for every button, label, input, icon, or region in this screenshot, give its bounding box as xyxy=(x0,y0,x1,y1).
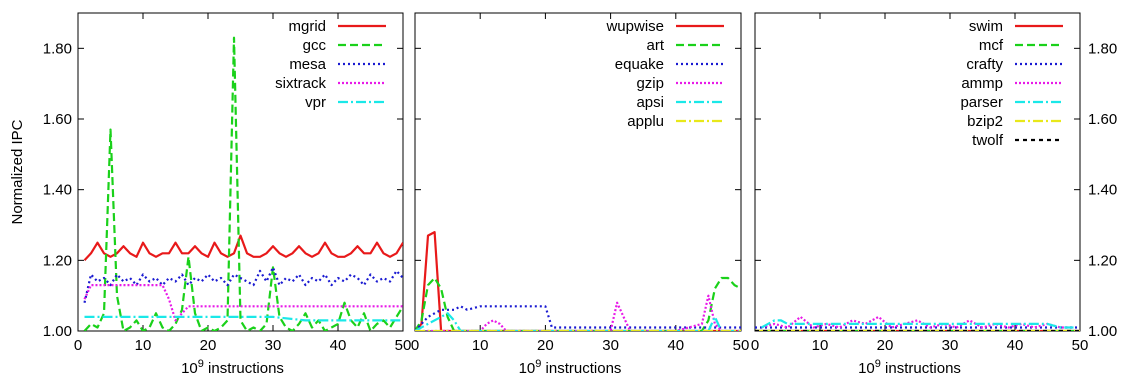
legend-label-art: art xyxy=(646,37,664,54)
legend-label-parser: parser xyxy=(960,94,1003,111)
legend-label-twolf: twolf xyxy=(972,132,1004,149)
legend-label-wupwise: wupwise xyxy=(605,18,664,35)
x-tick-label: 0 xyxy=(751,337,759,354)
x-tick-label: 10 xyxy=(472,337,489,354)
series-line-wupwise xyxy=(415,231,741,331)
series-line-ammp xyxy=(761,315,1074,329)
x-axis-label-exponent: 9 xyxy=(535,358,541,370)
legend-label-gzip: gzip xyxy=(636,75,664,92)
x-tick-label: 50 xyxy=(733,337,750,354)
legend-label-ammp: ammp xyxy=(961,75,1003,92)
y-tick-label: 1.20 xyxy=(1088,252,1117,269)
x-axis-label-text: instructions xyxy=(881,360,961,377)
x-axis-label-exponent: 9 xyxy=(198,358,204,370)
legend-label-crafty: crafty xyxy=(966,56,1003,73)
x-tick-label: 0 xyxy=(411,337,419,354)
x-tick-label: 0 xyxy=(74,337,82,354)
series-line-art xyxy=(415,276,741,331)
x-tick-label: 50 xyxy=(1072,337,1089,354)
x-tick-label: 20 xyxy=(877,337,894,354)
x-tick-label: 20 xyxy=(537,337,554,354)
legend-label-bzip2: bzip2 xyxy=(967,113,1003,130)
x-tick-label: 40 xyxy=(1007,337,1024,354)
x-axis-label: 109 instructions xyxy=(519,358,622,377)
y-tick-label: 1.80 xyxy=(1088,40,1117,57)
series-line-vpr xyxy=(84,315,403,322)
plot-frame xyxy=(754,12,1081,332)
x-tick-label: 30 xyxy=(265,337,282,354)
legend-label-mcf: mcf xyxy=(979,37,1004,54)
y-tick-label: 1.40 xyxy=(43,182,72,199)
x-tick-label: 40 xyxy=(667,337,684,354)
x-axis-label-text: instructions xyxy=(541,360,621,377)
y-tick-label: 1.60 xyxy=(43,111,72,128)
series-line-sixtrack xyxy=(83,284,403,322)
x-axis-label-base: 10 xyxy=(519,360,536,377)
x-axis-label-text: instructions xyxy=(204,360,284,377)
y-tick-label: 1.40 xyxy=(1088,182,1117,199)
legend-label-apsi: apsi xyxy=(636,94,664,111)
series-line-apsi xyxy=(415,312,741,331)
y-axis-label: Normalized IPC xyxy=(9,119,26,224)
y-tick-label: 1.60 xyxy=(1088,111,1117,128)
plot-frame xyxy=(77,12,404,332)
x-axis-label-base: 10 xyxy=(858,360,875,377)
x-axis-label-exponent: 9 xyxy=(875,358,881,370)
y-tick-label: 1.20 xyxy=(43,252,72,269)
y-tick-label: 1.00 xyxy=(43,323,72,340)
x-tick-label: 20 xyxy=(200,337,217,354)
x-tick-label: 10 xyxy=(135,337,152,354)
legend-label-sixtrack: sixtrack xyxy=(275,75,326,92)
legend-label-applu: applu xyxy=(627,113,664,130)
series-line-mgrid xyxy=(83,234,403,262)
x-tick-label: 30 xyxy=(602,337,619,354)
plot-frame xyxy=(414,12,742,332)
legend-label-vpr: vpr xyxy=(305,94,326,111)
series-line-equake xyxy=(415,305,741,331)
x-tick-label: 10 xyxy=(812,337,829,354)
x-axis-label: 109 instructions xyxy=(181,358,284,377)
x-tick-label: 50 xyxy=(395,337,412,354)
series-line-gzip xyxy=(415,294,741,331)
legend-label-equake: equake xyxy=(615,56,664,73)
x-axis-label: 109 instructions xyxy=(858,358,961,377)
series-line-mesa xyxy=(83,266,403,303)
series-line-parser xyxy=(760,319,1074,329)
x-tick-label: 40 xyxy=(330,337,347,354)
y-tick-label: 1.00 xyxy=(1088,323,1117,340)
series-line-gcc xyxy=(83,36,403,331)
x-tick-label: 30 xyxy=(942,337,959,354)
legend-label-gcc: gcc xyxy=(303,37,327,54)
y-tick-label: 1.80 xyxy=(43,40,72,57)
legend-label-swim: swim xyxy=(969,18,1003,35)
legend-label-mesa: mesa xyxy=(289,56,326,73)
legend-label-mgrid: mgrid xyxy=(288,18,326,35)
x-axis-label-base: 10 xyxy=(181,360,198,377)
